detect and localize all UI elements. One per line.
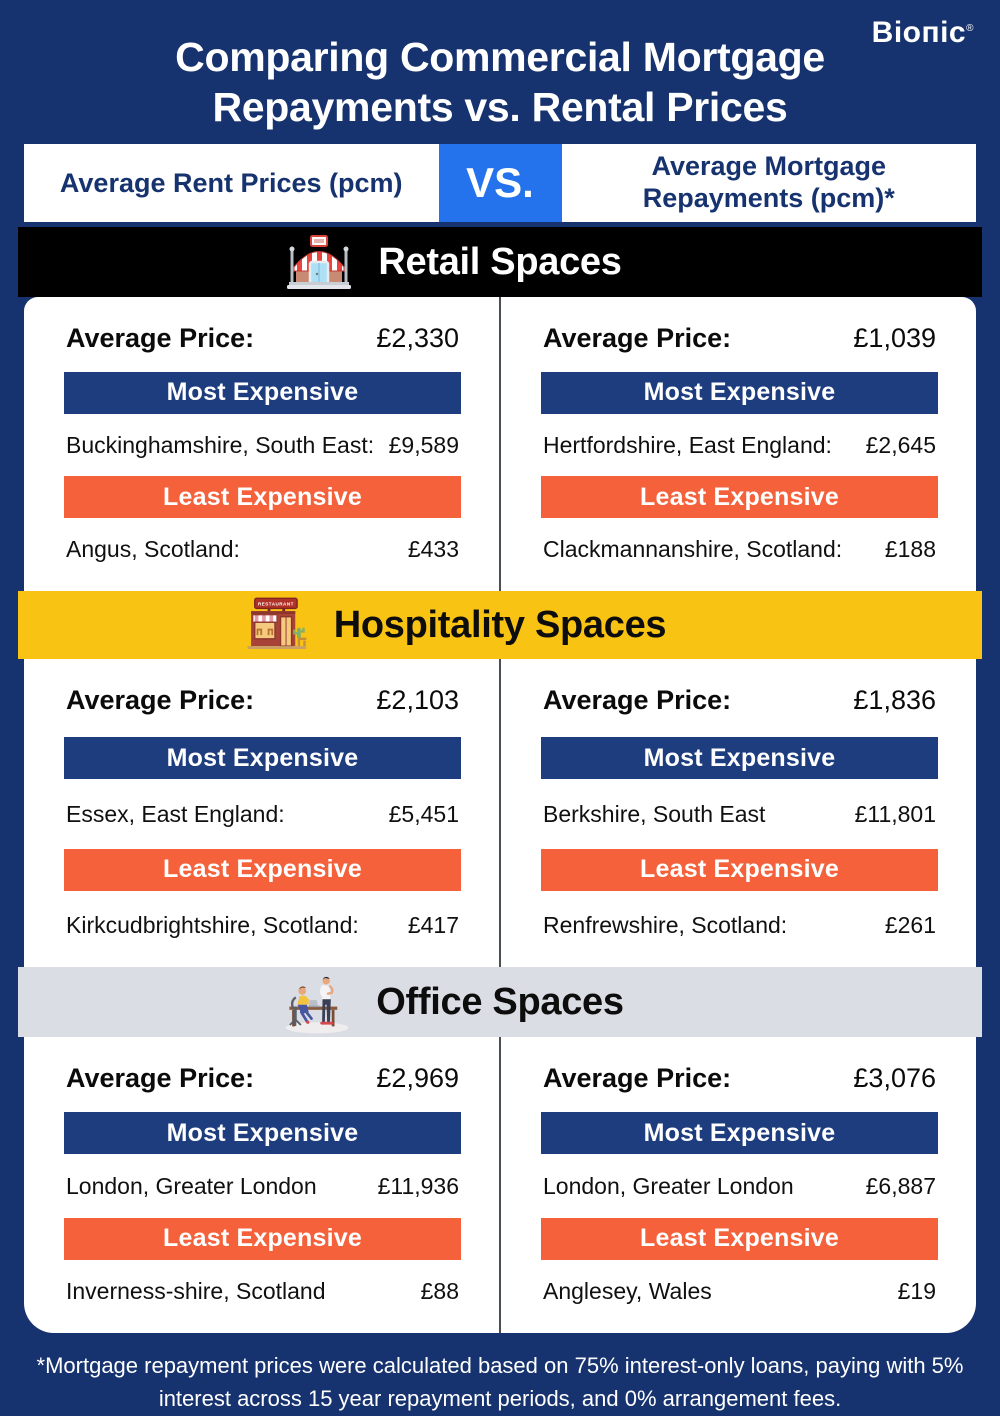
price: £2,645 [865, 431, 936, 458]
average-price-row: Average Price: £3,076 [541, 1063, 938, 1094]
location: Berkshire, South East [543, 800, 766, 827]
price: £19 [897, 1278, 936, 1305]
retail-mortgage-column: Average Price: £1,039 Most Expensive Her… [501, 297, 976, 591]
office-panel: Average Price: £2,969 Most Expensive Lon… [24, 1037, 976, 1334]
page-title: Comparing Commercial Mortgage Repayments… [0, 0, 1000, 132]
average-price-value: £1,039 [853, 323, 936, 354]
most-expensive-tag: Most Expensive [541, 1112, 938, 1155]
page-title-line2: Repayments vs. Rental Prices [212, 84, 788, 131]
retail-section-banner: Retail Spaces [18, 227, 982, 298]
average-price-row: Average Price: £2,330 [64, 323, 461, 354]
most-expensive-row: Hertfordshire, East England: £2,645 [541, 432, 938, 459]
least-expensive-row: Kirkcudbrightshire, Scotland: £417 [64, 912, 461, 939]
most-expensive-tag: Most Expensive [64, 371, 461, 414]
least-expensive-row: Renfrewshire, Scotland: £261 [541, 912, 938, 939]
hospitality-panel: Average Price: £2,103 Most Expensive Ess… [24, 659, 976, 968]
location: London, Greater London [543, 1172, 794, 1199]
most-expensive-tag: Most Expensive [64, 1112, 461, 1155]
location: Essex, East England: [66, 800, 285, 827]
average-price-value: £3,076 [853, 1063, 936, 1094]
most-expensive-row: Essex, East England: £5,451 [64, 801, 461, 828]
least-expensive-tag: Least Expensive [541, 476, 938, 519]
location: Renfrewshire, Scotland: [543, 912, 788, 939]
average-price-label: Average Price: [543, 1063, 732, 1094]
mortgage-column-header: Average Mortgage Repayments (pcm)* [562, 144, 977, 222]
price: £188 [884, 536, 936, 563]
most-expensive-row: London, Greater London £11,936 [64, 1173, 461, 1200]
comparison-header: Average Rent Prices (pcm) VS. Average Mo… [24, 144, 977, 223]
average-price-value: £2,103 [376, 685, 459, 716]
restaurant-icon: RESTAURANT [240, 594, 310, 656]
least-expensive-row: Clackmannanshire, Scotland: £188 [541, 536, 938, 563]
most-expensive-tag: Most Expensive [541, 737, 938, 780]
office-section-title: Office Spaces [376, 980, 624, 1023]
office-section-banner: Office Spaces [18, 967, 982, 1038]
price: £433 [407, 536, 459, 563]
location: Clackmannanshire, Scotland: [543, 536, 843, 563]
retail-section-title: Retail Spaces [378, 240, 622, 283]
average-price-label: Average Price: [66, 323, 255, 354]
mortgage-column-header-text: Average Mortgage Repayments (pcm)* [642, 151, 895, 214]
least-expensive-tag: Least Expensive [64, 1217, 461, 1260]
average-price-label: Average Price: [543, 685, 732, 716]
average-price-row: Average Price: £1,836 [541, 685, 938, 716]
retail-rent-column: Average Price: £2,330 Most Expensive Buc… [24, 297, 501, 592]
average-price-value: £1,836 [853, 685, 936, 716]
location: Kirkcudbrightshire, Scotland: [66, 912, 359, 939]
least-expensive-row: Anglesey, Wales £19 [541, 1278, 938, 1305]
location: Angus, Scotland: [66, 536, 240, 563]
least-expensive-tag: Least Expensive [541, 848, 938, 891]
most-expensive-tag: Most Expensive [541, 371, 938, 414]
average-price-label: Average Price: [66, 1063, 255, 1094]
least-expensive-row: Inverness-shire, Scotland £88 [64, 1278, 461, 1305]
office-workers-icon [282, 971, 352, 1034]
average-price-value: £2,969 [376, 1063, 459, 1094]
price: £88 [420, 1278, 459, 1305]
price: £9,589 [388, 431, 459, 458]
average-price-label: Average Price: [543, 323, 732, 354]
least-expensive-row: Angus, Scotland: £433 [64, 536, 461, 563]
price: £5,451 [388, 800, 459, 827]
most-expensive-row: Berkshire, South East £11,801 [541, 801, 938, 828]
mortgage-calculation-footnote: *Mortgage repayment prices were calculat… [36, 1353, 964, 1412]
hospitality-section-banner: RESTAURANT Hospitality Spaces [18, 591, 982, 660]
office-rent-column: Average Price: £2,969 Most Expensive Lon… [24, 1037, 501, 1334]
price: £261 [884, 912, 936, 939]
hospitality-rent-column: Average Price: £2,103 Most Expensive Ess… [24, 659, 501, 968]
location: Buckinghamshire, South East: [66, 431, 375, 458]
location: Anglesey, Wales [543, 1278, 712, 1305]
page-title-line1: Comparing Commercial Mortgage [175, 34, 825, 80]
most-expensive-row: London, Greater London £6,887 [541, 1173, 938, 1200]
price: £11,801 [854, 800, 936, 827]
registered-mark: ® [966, 23, 974, 34]
average-price-row: Average Price: £1,039 [541, 323, 938, 354]
hospitality-mortgage-column: Average Price: £1,836 Most Expensive Ber… [501, 659, 976, 967]
location: Inverness-shire, Scotland [66, 1278, 326, 1305]
bionic-logo: Bioпic® [872, 16, 974, 50]
office-mortgage-column: Average Price: £3,076 Most Expensive Lon… [501, 1037, 976, 1333]
storefront-icon [284, 231, 354, 293]
least-expensive-tag: Least Expensive [64, 476, 461, 519]
price: £417 [407, 912, 459, 939]
retail-panel: Average Price: £2,330 Most Expensive Buc… [24, 297, 976, 592]
average-price-row: Average Price: £2,969 [64, 1063, 461, 1094]
location: London, Greater London [66, 1172, 317, 1199]
location: Hertfordshire, East England: [543, 431, 832, 458]
bionic-logo-text: Bioпic [871, 16, 967, 49]
average-price-row: Average Price: £2,103 [64, 685, 461, 716]
vs-badge: VS. [438, 144, 562, 223]
price: £11,936 [377, 1172, 459, 1199]
least-expensive-tag: Least Expensive [541, 1217, 938, 1260]
average-price-value: £2,330 [376, 323, 459, 354]
most-expensive-tag: Most Expensive [64, 737, 461, 780]
average-price-label: Average Price: [66, 685, 255, 716]
rent-column-header: Average Rent Prices (pcm) [59, 167, 403, 198]
hospitality-section-title: Hospitality Spaces [333, 603, 667, 646]
most-expensive-row: Buckinghamshire, South East: £9,589 [64, 432, 461, 459]
svg-text:RESTAURANT: RESTAURANT [258, 602, 294, 607]
price: £6,887 [865, 1172, 936, 1199]
least-expensive-tag: Least Expensive [64, 848, 461, 891]
